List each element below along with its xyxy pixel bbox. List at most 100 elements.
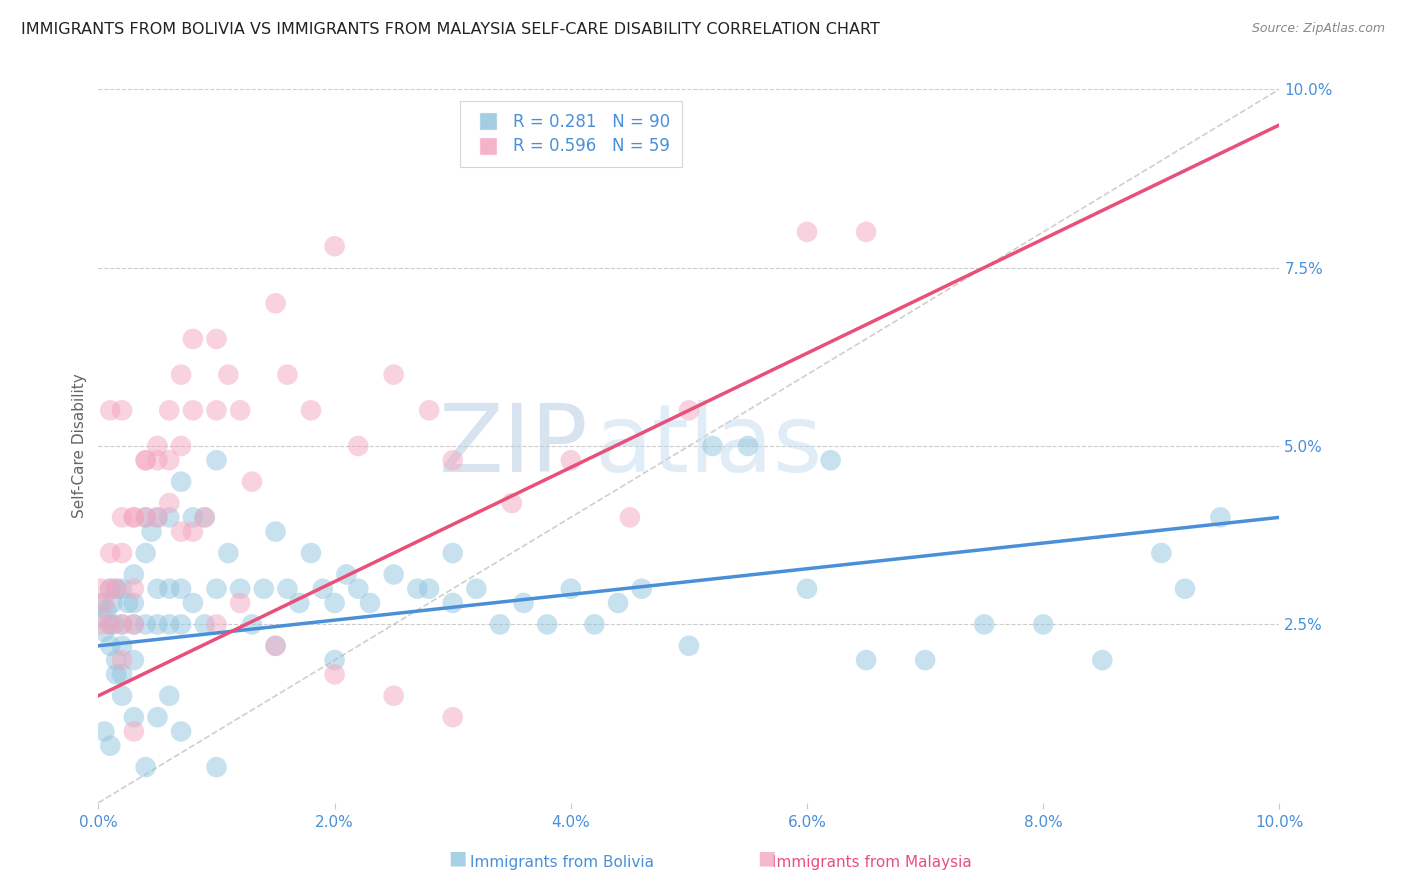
Point bbox=[323, 239, 346, 253]
Point bbox=[382, 368, 405, 382]
Point bbox=[96, 603, 118, 617]
Point bbox=[181, 596, 204, 610]
Point bbox=[406, 582, 429, 596]
Point bbox=[105, 653, 128, 667]
Point bbox=[205, 453, 228, 467]
Y-axis label: Self-Care Disability: Self-Care Disability bbox=[72, 374, 87, 518]
Point bbox=[264, 524, 287, 539]
Point bbox=[105, 582, 128, 596]
Point bbox=[122, 567, 145, 582]
Point bbox=[205, 332, 228, 346]
Point bbox=[98, 582, 121, 596]
Point bbox=[122, 724, 145, 739]
Point bbox=[146, 710, 169, 724]
Point bbox=[122, 617, 145, 632]
Point bbox=[122, 582, 145, 596]
Point bbox=[229, 596, 252, 610]
Point bbox=[98, 617, 121, 632]
Point bbox=[205, 617, 228, 632]
Point bbox=[98, 639, 121, 653]
Point bbox=[418, 582, 440, 596]
Point bbox=[240, 617, 263, 632]
Point bbox=[101, 596, 124, 610]
Point bbox=[157, 496, 180, 510]
Point bbox=[264, 639, 287, 653]
Point bbox=[489, 617, 512, 632]
Point bbox=[299, 403, 322, 417]
Point bbox=[441, 596, 464, 610]
Point bbox=[122, 510, 145, 524]
Point bbox=[359, 596, 381, 610]
Point bbox=[122, 653, 145, 667]
Point bbox=[157, 689, 180, 703]
Point bbox=[276, 582, 298, 596]
Point bbox=[229, 403, 252, 417]
Point bbox=[135, 453, 157, 467]
Text: Source: ZipAtlas.com: Source: ZipAtlas.com bbox=[1251, 22, 1385, 36]
Point bbox=[111, 639, 134, 653]
Text: IMMIGRANTS FROM BOLIVIA VS IMMIGRANTS FROM MALAYSIA SELF-CARE DISABILITY CORRELA: IMMIGRANTS FROM BOLIVIA VS IMMIGRANTS FR… bbox=[21, 22, 880, 37]
Point bbox=[141, 524, 163, 539]
Point bbox=[1150, 546, 1173, 560]
Point bbox=[1091, 653, 1114, 667]
Text: Immigrants from Bolivia: Immigrants from Bolivia bbox=[471, 855, 654, 870]
Point bbox=[93, 724, 115, 739]
Point bbox=[105, 667, 128, 681]
Point bbox=[205, 582, 228, 596]
Point bbox=[560, 453, 582, 467]
Point bbox=[111, 546, 134, 560]
Text: ■: ■ bbox=[756, 848, 776, 867]
Point bbox=[105, 582, 128, 596]
Point bbox=[170, 368, 193, 382]
Point bbox=[820, 453, 842, 467]
Point bbox=[312, 582, 335, 596]
Point bbox=[276, 368, 298, 382]
Point bbox=[122, 596, 145, 610]
Point bbox=[91, 617, 114, 632]
Point bbox=[441, 546, 464, 560]
Point bbox=[90, 582, 112, 596]
Point bbox=[146, 617, 169, 632]
Point bbox=[111, 653, 134, 667]
Point bbox=[323, 596, 346, 610]
Point bbox=[170, 617, 193, 632]
Point bbox=[170, 524, 193, 539]
Point bbox=[135, 760, 157, 774]
Point bbox=[157, 582, 180, 596]
Point bbox=[441, 453, 464, 467]
Point bbox=[335, 567, 357, 582]
Point bbox=[98, 582, 121, 596]
Point bbox=[973, 617, 995, 632]
Point bbox=[135, 617, 157, 632]
Point bbox=[382, 567, 405, 582]
Point bbox=[418, 403, 440, 417]
Point bbox=[619, 510, 641, 524]
Point bbox=[194, 617, 217, 632]
Point bbox=[111, 689, 134, 703]
Point bbox=[170, 439, 193, 453]
Point bbox=[323, 667, 346, 681]
Point bbox=[146, 510, 169, 524]
Point bbox=[217, 368, 239, 382]
Point bbox=[855, 225, 877, 239]
Point bbox=[111, 510, 134, 524]
Point bbox=[146, 582, 169, 596]
Point bbox=[678, 639, 700, 653]
Point bbox=[181, 403, 204, 417]
Point bbox=[170, 582, 193, 596]
Point bbox=[194, 510, 217, 524]
Point bbox=[117, 596, 139, 610]
Point bbox=[170, 724, 193, 739]
Point bbox=[111, 582, 134, 596]
Point bbox=[205, 403, 228, 417]
Point bbox=[122, 617, 145, 632]
Point bbox=[146, 453, 169, 467]
Legend: R = 0.281   N = 90, R = 0.596   N = 59: R = 0.281 N = 90, R = 0.596 N = 59 bbox=[460, 101, 682, 167]
Text: atlas: atlas bbox=[595, 400, 823, 492]
Point bbox=[157, 510, 180, 524]
Point bbox=[90, 596, 112, 610]
Point bbox=[382, 689, 405, 703]
Point bbox=[135, 510, 157, 524]
Point bbox=[122, 510, 145, 524]
Point bbox=[347, 582, 370, 596]
